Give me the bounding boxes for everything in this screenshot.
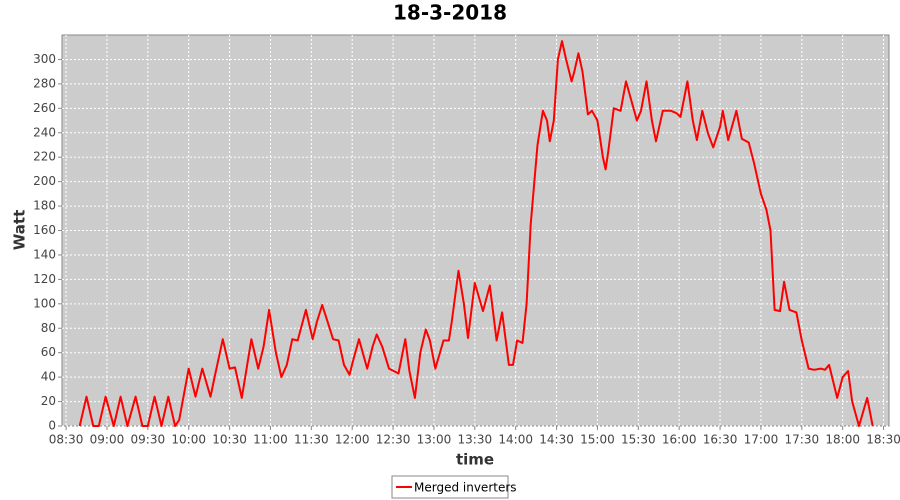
series-line — [78, 40, 874, 427]
y-tick-label: 40 — [41, 370, 56, 384]
y-tick-label: 240 — [33, 125, 56, 139]
x-tick-label: 10:30 — [212, 433, 247, 447]
x-tick-label: 12:00 — [335, 433, 370, 447]
x-tick-label: 11:00 — [253, 433, 288, 447]
x-tick-label: 16:30 — [703, 433, 738, 447]
y-tick-label: 140 — [33, 247, 56, 261]
x-tick-label: 16:00 — [662, 433, 697, 447]
y-tick-label: 220 — [33, 150, 56, 164]
x-tick-label: 17:00 — [744, 433, 779, 447]
y-tick-label: 260 — [33, 101, 56, 115]
y-tick-label: 0 — [48, 419, 56, 433]
y-tick-label: 80 — [41, 321, 56, 335]
y-tick-label: 180 — [33, 199, 56, 213]
y-axis-label: Watt — [11, 210, 29, 250]
x-tick-label: 15:30 — [621, 433, 656, 447]
chart-title: 18-3-2018 — [393, 1, 507, 25]
x-tick-label: 14:30 — [539, 433, 574, 447]
x-tick-label: 17:30 — [785, 433, 820, 447]
y-tick-label: 200 — [33, 174, 56, 188]
x-tick-label: 11:30 — [294, 433, 329, 447]
legend-label: Merged inverters — [414, 481, 517, 495]
x-tick-label: 12:30 — [376, 433, 411, 447]
y-tick-label: 160 — [33, 223, 56, 237]
y-tick-label: 280 — [33, 76, 56, 90]
x-axis-label: time — [456, 451, 494, 469]
y-tick-label: 300 — [33, 52, 56, 66]
y-tick-label: 20 — [41, 394, 56, 408]
legend-box — [391, 475, 509, 499]
x-tick-label: 15:00 — [580, 433, 615, 447]
x-tick-label: 14:00 — [498, 433, 533, 447]
x-tick-label: 13:30 — [458, 433, 493, 447]
y-tick-label: 60 — [41, 345, 56, 359]
x-tick-label: 09:30 — [131, 433, 166, 447]
x-tick-label: 18:00 — [825, 433, 860, 447]
x-tick-label: 09:00 — [90, 433, 125, 447]
y-tick-label: 120 — [33, 272, 56, 286]
x-tick-label: 08:30 — [49, 433, 84, 447]
x-tick-label: 10:00 — [171, 433, 206, 447]
x-tick-label: 13:00 — [417, 433, 452, 447]
x-tick-label: 18:30 — [866, 433, 900, 447]
y-tick-label: 100 — [33, 296, 56, 310]
